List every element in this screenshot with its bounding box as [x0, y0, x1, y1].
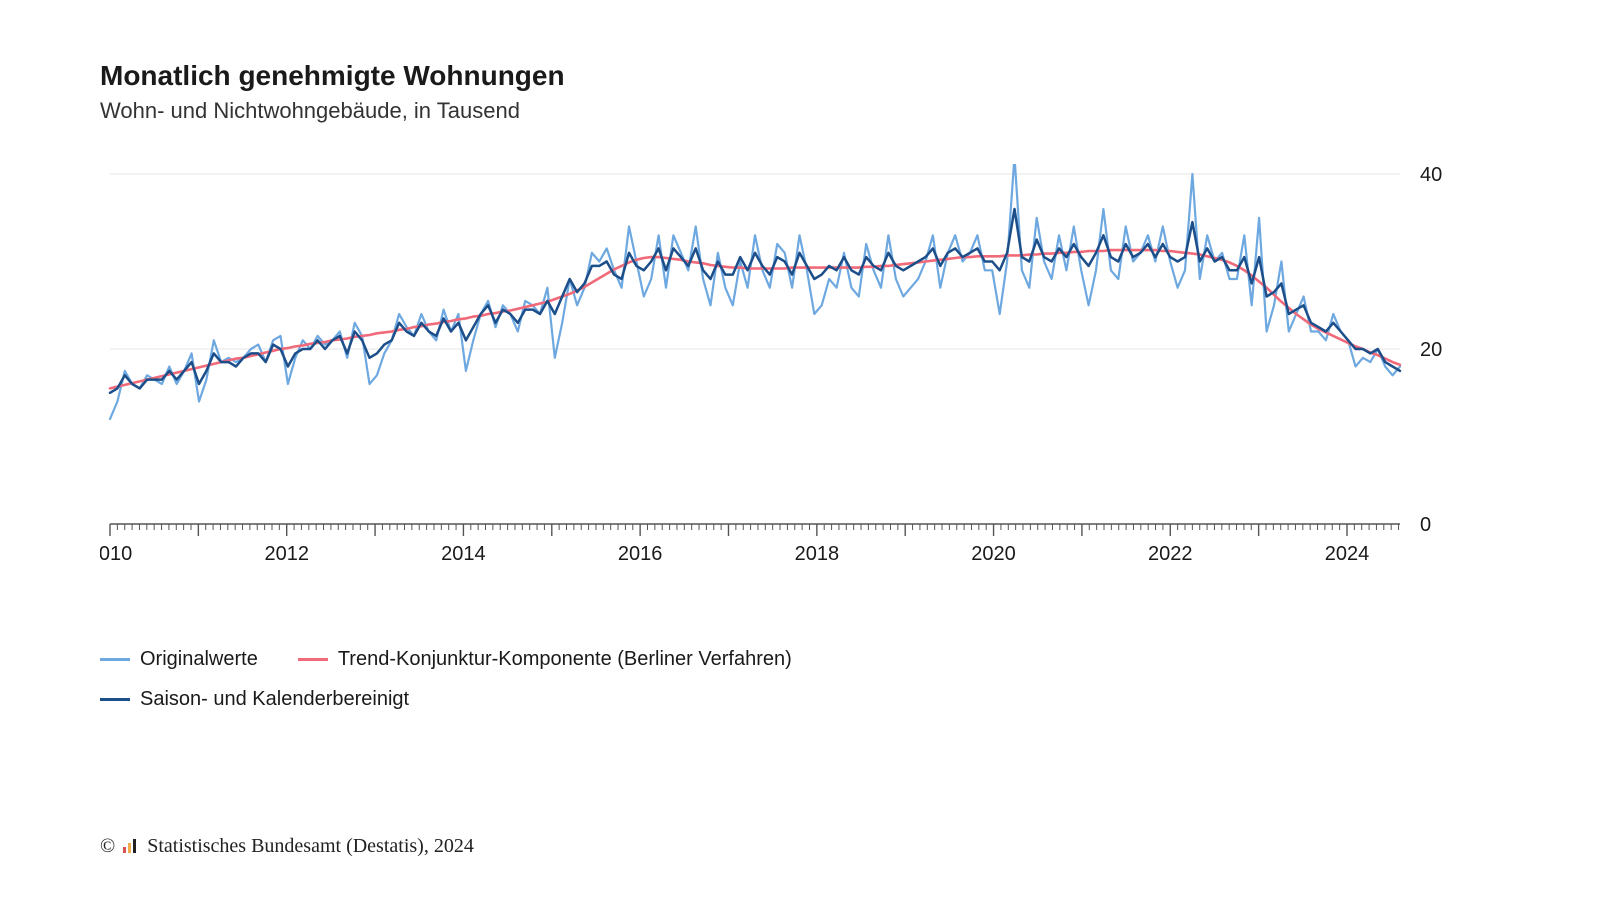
source-text: Statistisches Bundesamt (Destatis), 2024	[147, 835, 474, 857]
legend-swatch-adjusted	[100, 698, 130, 701]
chart-legend: Originalwerte Trend-Konjunktur-Komponente…	[100, 639, 1500, 719]
legend-label-original: Originalwerte	[140, 639, 258, 679]
chart-title: Monatlich genehmigte Wohnungen	[100, 60, 1500, 92]
legend-item-trend: Trend-Konjunktur-Komponente (Berliner Ve…	[298, 639, 792, 679]
svg-text:2014: 2014	[441, 543, 486, 565]
copyright-symbol: ©	[100, 835, 115, 857]
legend-label-trend: Trend-Konjunktur-Komponente (Berliner Ve…	[338, 639, 792, 679]
svg-text:40: 40	[1420, 164, 1442, 186]
svg-text:2012: 2012	[264, 543, 309, 565]
chart-plot-area: 2010 2012 2014 2016 2018 2020 2022 2024 0 20 40	[100, 164, 1470, 584]
svg-text:20: 20	[1420, 339, 1442, 361]
legend-item-original: Originalwerte	[100, 639, 258, 679]
legend-item-adjusted: Saison- und Kalenderbereinigt	[100, 679, 409, 719]
svg-text:2020: 2020	[971, 543, 1016, 565]
svg-text:2016: 2016	[618, 543, 663, 565]
destatis-logo-icon	[122, 837, 138, 860]
svg-text:0: 0	[1420, 514, 1431, 536]
source-attribution: © Statistisches Bundesamt (Destatis), 20…	[100, 835, 474, 860]
chart-container: Monatlich genehmigte Wohnungen Wohn- und…	[0, 0, 1600, 900]
line-chart-svg: 2010 2012 2014 2016 2018 2020 2022 2024 0 20 40	[100, 164, 1470, 584]
series-line-original	[110, 164, 1400, 419]
svg-text:2018: 2018	[795, 543, 840, 565]
legend-label-adjusted: Saison- und Kalenderbereinigt	[140, 679, 409, 719]
legend-swatch-trend	[298, 658, 328, 661]
series-line-trend	[110, 250, 1400, 388]
chart-subtitle: Wohn- und Nichtwohngebäude, in Tausend	[100, 98, 1500, 124]
legend-swatch-original	[100, 658, 130, 661]
svg-text:2022: 2022	[1148, 543, 1193, 565]
svg-text:2024: 2024	[1325, 543, 1370, 565]
svg-text:2010: 2010	[100, 543, 132, 565]
